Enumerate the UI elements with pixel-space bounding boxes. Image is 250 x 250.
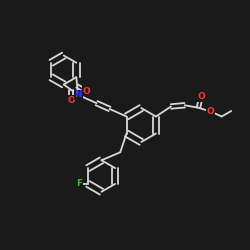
Text: O: O	[206, 107, 214, 116]
Text: O: O	[67, 96, 75, 105]
Text: N: N	[74, 90, 82, 100]
Text: O: O	[197, 92, 205, 101]
Text: F: F	[76, 180, 82, 188]
Text: O: O	[82, 87, 90, 96]
